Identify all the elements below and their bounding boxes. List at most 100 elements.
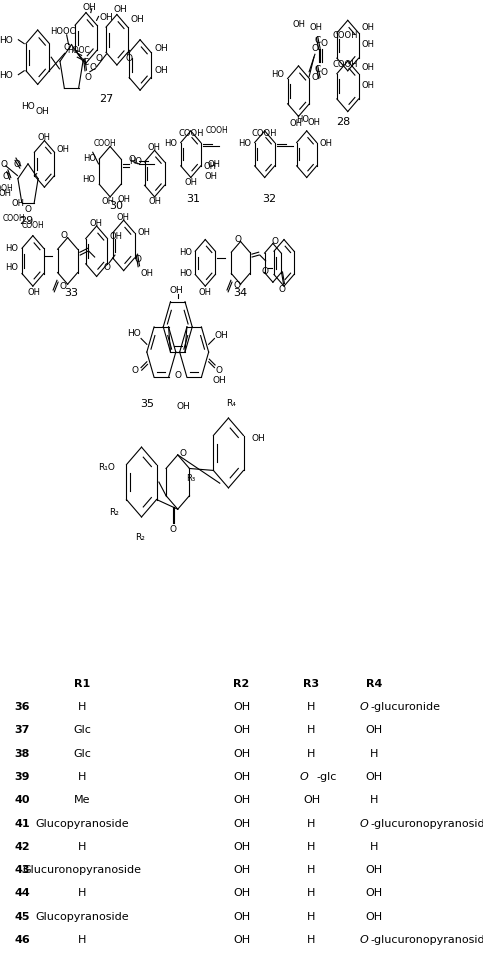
Text: OH: OH — [148, 197, 161, 206]
Text: O: O — [85, 73, 91, 82]
Text: Glucuronopyranoside: Glucuronopyranoside — [23, 864, 142, 874]
Text: 35: 35 — [141, 398, 154, 408]
Text: OH: OH — [303, 795, 320, 804]
Text: 43: 43 — [14, 864, 30, 874]
Text: 40: 40 — [14, 795, 30, 804]
Text: OH: OH — [99, 13, 113, 22]
Text: O: O — [360, 934, 369, 944]
Text: 32: 32 — [262, 194, 277, 203]
Text: OH: OH — [233, 702, 250, 711]
Text: 30: 30 — [109, 201, 123, 210]
Text: OH: OH — [361, 40, 374, 49]
Text: C: C — [315, 36, 321, 46]
Text: HO: HO — [82, 174, 95, 184]
Text: 33: 33 — [65, 288, 78, 297]
Text: OH: OH — [308, 117, 320, 127]
Text: OH: OH — [233, 841, 250, 851]
Text: OH: OH — [233, 771, 250, 781]
Text: O: O — [320, 68, 327, 78]
Text: 39: 39 — [14, 771, 30, 781]
Text: COOH: COOH — [0, 183, 14, 193]
Text: HO: HO — [179, 247, 192, 257]
Text: HO: HO — [5, 243, 18, 253]
Text: O: O — [135, 255, 142, 265]
Text: OH: OH — [366, 725, 383, 735]
Text: HO: HO — [0, 36, 13, 46]
Text: O: O — [234, 234, 241, 244]
Text: HO: HO — [296, 114, 309, 124]
Text: OH: OH — [89, 218, 102, 228]
Text: OH: OH — [366, 864, 383, 874]
Text: O: O — [278, 284, 285, 294]
Text: OH: OH — [177, 401, 190, 411]
Text: OH: OH — [140, 268, 153, 278]
Text: HO: HO — [128, 328, 141, 338]
Text: OH: OH — [252, 433, 265, 443]
Text: COOH: COOH — [332, 60, 358, 70]
Text: O: O — [59, 281, 66, 291]
Text: C: C — [83, 57, 89, 67]
Text: H: H — [307, 934, 316, 944]
Text: OH: OH — [319, 139, 332, 148]
Text: 42: 42 — [14, 841, 30, 851]
Text: OH: OH — [366, 911, 383, 921]
Text: OH: OH — [0, 189, 11, 199]
Text: O: O — [131, 365, 138, 375]
Text: OH: OH — [38, 133, 51, 142]
Text: COOH: COOH — [21, 220, 44, 230]
Text: 31: 31 — [186, 194, 200, 203]
Text: OH: OH — [233, 911, 250, 921]
Text: 27: 27 — [99, 94, 114, 104]
Text: R₁O: R₁O — [99, 462, 115, 472]
Text: OH: OH — [56, 144, 69, 154]
Text: HO: HO — [5, 263, 18, 272]
Text: 46: 46 — [14, 934, 30, 944]
Text: Glucopyranoside: Glucopyranoside — [35, 911, 129, 921]
Text: O: O — [261, 266, 268, 276]
Text: OH: OH — [214, 330, 228, 340]
Text: O: O — [271, 236, 278, 246]
Text: OH: OH — [28, 288, 40, 297]
Text: H: H — [307, 725, 316, 735]
Text: 44: 44 — [14, 888, 30, 897]
Text: R4: R4 — [366, 678, 383, 688]
Text: OH: OH — [233, 888, 250, 897]
Text: OH: OH — [109, 232, 122, 241]
Text: OH: OH — [366, 888, 383, 897]
Text: O: O — [170, 524, 176, 534]
Text: 38: 38 — [14, 748, 30, 758]
Text: H: H — [78, 702, 86, 711]
Text: O: O — [179, 449, 186, 458]
Text: OH: OH — [116, 212, 129, 222]
Text: H: H — [307, 748, 316, 758]
Text: R1: R1 — [74, 678, 90, 688]
Text: COOH: COOH — [332, 31, 358, 41]
Text: HO: HO — [0, 71, 13, 80]
Text: R2: R2 — [233, 678, 250, 688]
Text: COOH: COOH — [3, 213, 26, 223]
Text: -glc: -glc — [316, 771, 337, 781]
Text: OH: OH — [233, 795, 250, 804]
Text: OH: OH — [309, 22, 322, 32]
Text: O: O — [312, 44, 319, 53]
Text: O: O — [312, 73, 319, 82]
Text: OH: OH — [155, 66, 168, 76]
Text: OH: OH — [36, 107, 49, 116]
Text: OH: OH — [205, 172, 217, 181]
Text: OH: OH — [233, 864, 250, 874]
Text: OH: OH — [12, 199, 25, 208]
Text: O: O — [104, 263, 111, 272]
Text: OH: OH — [101, 197, 114, 206]
Text: OH: OH — [361, 22, 374, 32]
Text: OH: OH — [170, 286, 184, 296]
Text: H: H — [78, 771, 86, 781]
Text: O: O — [128, 154, 135, 164]
Text: H: H — [307, 911, 316, 921]
Text: R₂: R₂ — [110, 507, 119, 516]
Text: COOH: COOH — [94, 139, 117, 148]
Text: Glucopyranoside: Glucopyranoside — [35, 818, 129, 828]
Text: H: H — [307, 864, 316, 874]
Text: OH: OH — [114, 5, 128, 15]
Text: OH: OH — [233, 934, 250, 944]
Text: H: H — [307, 888, 316, 897]
